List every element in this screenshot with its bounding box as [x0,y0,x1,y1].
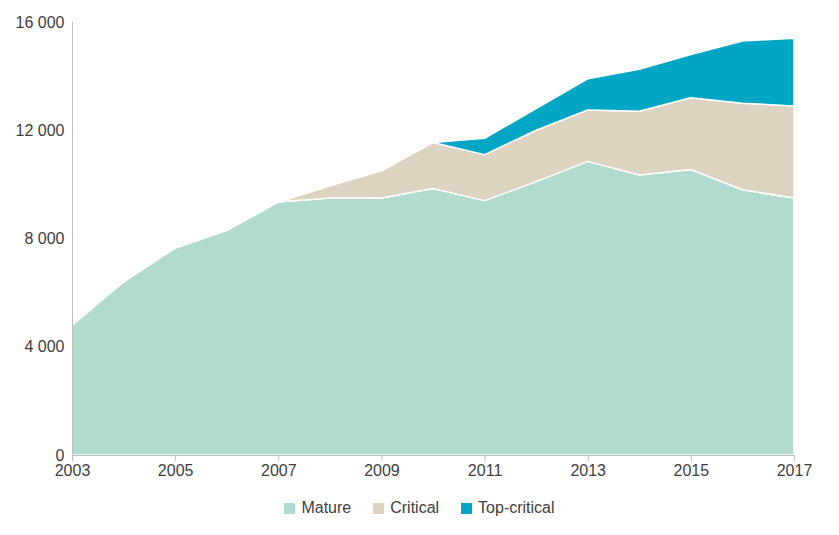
svg-text:2015: 2015 [674,462,710,479]
svg-text:2017: 2017 [777,462,813,479]
svg-text:0: 0 [55,446,65,464]
html-text:Mature: Mature [301,499,352,516]
svg-text:2007: 2007 [261,462,297,479]
svg-text:16 000: 16 000 [16,14,65,31]
html-text:Top-critical: Top-critical [478,499,555,516]
svg-text:2011: 2011 [468,462,503,479]
svg-text:4 000: 4 000 [24,338,64,355]
html-text:Critical: Critical [390,499,440,516]
svg-text:2005: 2005 [158,462,194,479]
svg-text:8 000: 8 000 [24,230,64,247]
svg-text:2003: 2003 [55,462,91,479]
svg-text:2013: 2013 [570,462,606,479]
svg-text:2009: 2009 [364,462,400,479]
svg-text:12 000: 12 000 [16,122,65,139]
